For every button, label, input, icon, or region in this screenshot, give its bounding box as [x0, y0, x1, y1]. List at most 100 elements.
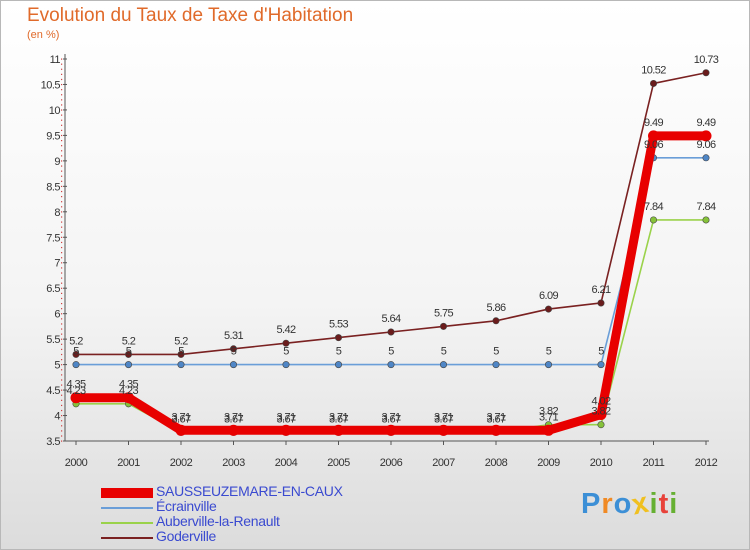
proxiti-logo[interactable]: Proxiti: [581, 487, 678, 522]
data-label-sausseuzemare-en-caux: 9.49: [644, 117, 663, 129]
y-minor-tick: [61, 94, 63, 96]
y-minor-tick: [61, 170, 63, 172]
data-label-sausseuzemare-en-caux: 3.71: [329, 411, 348, 423]
y-tick-label: 5.5: [46, 334, 60, 346]
logo-letter: r: [601, 488, 614, 520]
y-minor-tick: [61, 124, 63, 126]
y-minor-tick: [61, 216, 63, 218]
y-tick-label: 5: [54, 360, 60, 372]
x-tick-label: 2003: [222, 457, 245, 469]
data-label-goderville: 6.09: [539, 290, 558, 302]
y-tick-label: 8: [54, 207, 60, 219]
data-label--crainville: 9.06: [696, 139, 715, 151]
y-minor-tick: [61, 89, 63, 91]
y-minor-tick: [61, 114, 63, 116]
x-tick-label: 2000: [65, 457, 88, 469]
legend-label: Goderville: [156, 528, 217, 544]
data-point-goderville: [649, 79, 657, 87]
data-point-goderville: [702, 69, 710, 77]
y-minor-tick: [61, 440, 63, 442]
y-tick-label: 7.5: [46, 232, 60, 244]
data-point-sausseuzemare-en-caux: [175, 424, 187, 436]
data-point-goderville: [125, 350, 133, 358]
y-minor-tick: [61, 409, 63, 412]
y-minor-tick: [61, 353, 63, 356]
y-minor-tick: [61, 99, 63, 101]
data-point-goderville: [544, 305, 552, 313]
data-label-auberville-la-renault: 4.23: [66, 385, 85, 397]
data-point--crainville: [334, 361, 342, 369]
line-chart: 3.5 4 4.5 5 5.5 6 6.5 7 7.5 8 8.5 9 9.5 10 10.5 11 2000 2…: [41, 54, 720, 469]
data-label--crainville: 5: [336, 346, 342, 358]
y-minor-tick: [61, 404, 63, 407]
data-label-sausseuzemare-en-caux: 3.71: [486, 411, 505, 423]
y-minor-tick: [61, 379, 63, 381]
legend-swatch: [101, 537, 153, 539]
data-point-goderville: [282, 339, 290, 347]
legend-label: Auberville-la-Renault: [156, 513, 280, 529]
y-minor-tick: [61, 338, 63, 340]
y-minor-tick: [61, 333, 63, 335]
data-label-goderville: 5.2: [69, 335, 83, 347]
data-label-goderville: 5.53: [329, 319, 348, 331]
y-minor-tick: [61, 68, 63, 70]
y-tick-label: 11: [50, 54, 61, 66]
unit-label: (en %): [27, 29, 60, 41]
x-tick-label: 2006: [380, 457, 403, 469]
data-point-goderville: [439, 322, 447, 330]
y-tick-label: 3.5: [46, 436, 60, 448]
data-label-goderville: 5.75: [434, 307, 453, 319]
y-minor-tick: [61, 134, 63, 137]
data-point-auberville-la-renault: [597, 421, 605, 429]
y-minor-tick: [61, 420, 63, 422]
data-label-auberville-la-renault: 7.84: [696, 201, 715, 213]
data-point-sausseuzemare-en-caux: [648, 130, 659, 142]
data-label-sausseuzemare-en-caux: 3.71: [381, 411, 400, 423]
data-point--crainville: [439, 361, 447, 369]
y-minor-tick: [61, 262, 63, 264]
data-point--crainville: [544, 361, 552, 369]
data-point--crainville: [702, 154, 710, 162]
y-tick-label: 9: [54, 156, 60, 168]
y-minor-tick: [61, 302, 63, 305]
y-tick-label: 9.5: [46, 130, 60, 142]
y-minor-tick: [61, 241, 63, 244]
data-label-sausseuzemare-en-caux: 4.35: [66, 379, 85, 391]
y-minor-tick: [61, 119, 63, 121]
data-label--crainville: 5: [73, 346, 79, 358]
data-label-goderville: 5.2: [122, 335, 136, 347]
data-point-auberville-la-renault: [649, 216, 657, 224]
y-minor-tick: [61, 139, 63, 142]
y-minor-tick: [61, 252, 63, 254]
data-point-sausseuzemare-en-caux: [700, 130, 712, 142]
y-tick-label: 8.5: [46, 181, 60, 193]
data-point-goderville: [492, 317, 500, 325]
data-label-sausseuzemare-en-caux: 3.71: [276, 411, 295, 423]
data-label-auberville-la-renault: 4.23: [119, 385, 138, 397]
x-tick-label: 2001: [117, 457, 140, 469]
data-point--crainville: [125, 361, 133, 369]
y-minor-tick: [61, 165, 63, 167]
y-minor-tick: [61, 297, 63, 300]
y-minor-tick: [61, 150, 63, 152]
y-minor-tick: [61, 282, 63, 284]
legend-label: SAUSSEUZEMARE-EN-CAUX: [156, 483, 343, 499]
data-point-sausseuzemare-en-caux: [280, 424, 292, 436]
data-point-goderville: [387, 328, 395, 336]
y-minor-tick: [61, 211, 63, 213]
data-label-sausseuzemare-en-caux: 3.71: [539, 411, 558, 423]
y-minor-tick: [61, 73, 63, 75]
y-minor-tick: [61, 394, 63, 396]
data-label--crainville: 5: [598, 346, 604, 358]
data-point--crainville: [230, 361, 238, 369]
legend-item: Écrainville: [101, 498, 431, 515]
data-point-goderville: [334, 334, 342, 342]
data-label--crainville: 5: [441, 346, 447, 358]
y-tick-label: 4.5: [46, 385, 60, 397]
y-minor-tick: [61, 246, 63, 249]
data-point-goderville: [230, 345, 238, 353]
y-minor-tick: [61, 231, 63, 233]
data-label-auberville-la-renault: 3.67: [276, 413, 295, 425]
data-label-goderville: 10.52: [641, 64, 666, 76]
data-label-goderville: 5.64: [381, 313, 400, 325]
